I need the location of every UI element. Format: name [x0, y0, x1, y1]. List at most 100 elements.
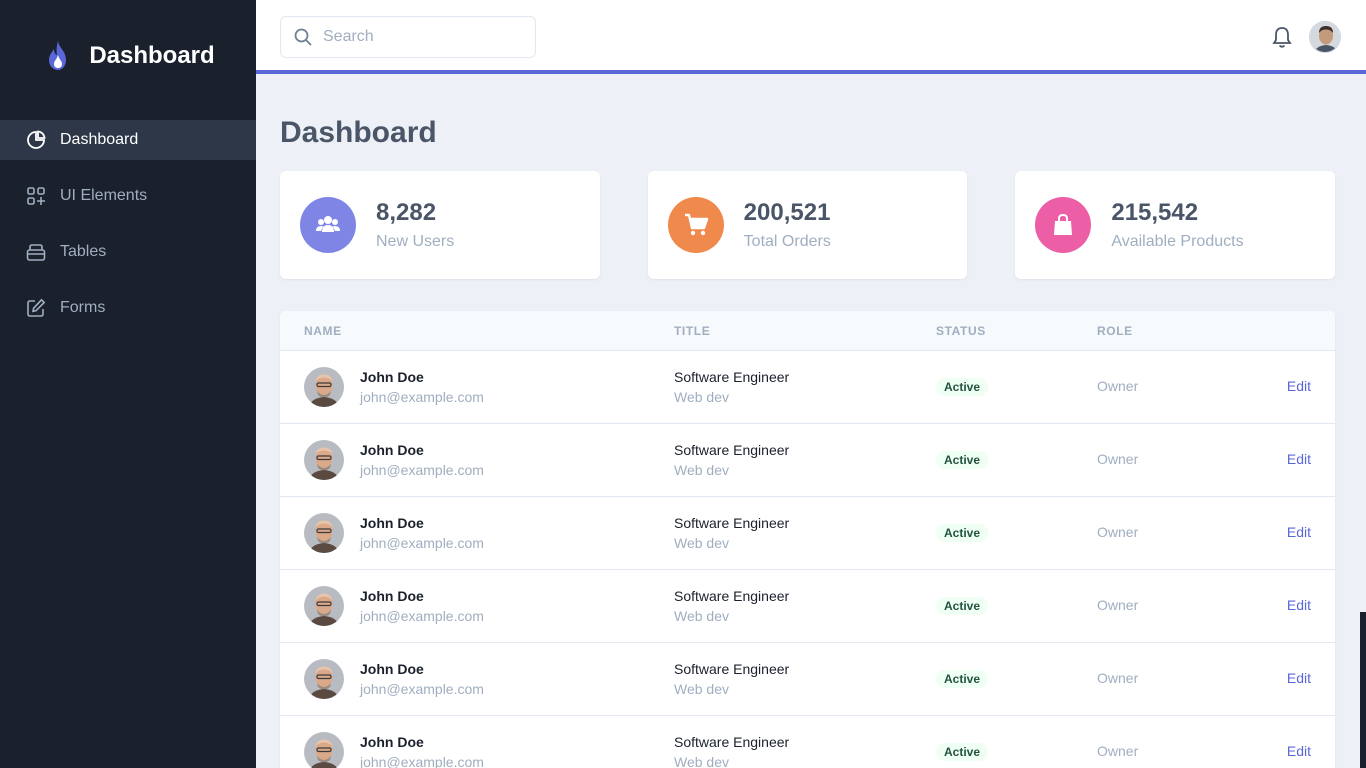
notification-bell-icon[interactable] — [1271, 25, 1293, 49]
name-cell: John Doe john@example.com — [304, 586, 484, 626]
scrollbar[interactable] — [1360, 612, 1366, 768]
flame-logo-icon — [49, 41, 67, 70]
title-cell: Software Engineer Web dev — [674, 734, 789, 768]
sidebar-item-ui-elements[interactable]: UI Elements — [0, 176, 256, 216]
sidebar-item-tables[interactable]: Tables — [0, 232, 256, 272]
sidebar-item-label: Forms — [60, 299, 106, 316]
stats-row: 8,282 New Users 200,521 Total Orders — [280, 171, 1336, 279]
edit-link[interactable]: Edit — [1286, 524, 1311, 540]
column-header-role: ROLE — [1097, 323, 1133, 338]
role-text: Owner — [1097, 743, 1139, 759]
table-row: John Doe john@example.com Software Engin… — [280, 497, 1335, 570]
stat-label: Available Products — [1111, 233, 1244, 250]
job-department: Web dev — [674, 681, 729, 697]
person-email: john@example.com — [360, 608, 484, 624]
action-cell: Edit — [1287, 597, 1311, 615]
top-header — [256, 0, 1366, 74]
role-cell: Owner — [1097, 378, 1138, 396]
pie-chart-icon — [27, 130, 46, 149]
name-cell: John Doe john@example.com — [304, 513, 484, 553]
person-name: John Doe — [360, 734, 424, 750]
person-email: john@example.com — [360, 462, 484, 478]
name-cell: John Doe john@example.com — [304, 367, 484, 407]
sidebar-item-dashboard[interactable]: Dashboard — [0, 120, 256, 160]
action-cell: Edit — [1287, 378, 1311, 396]
table-row: John Doe john@example.com Software Engin… — [280, 351, 1335, 424]
column-header-name: NAME — [304, 323, 342, 338]
job-title: Software Engineer — [674, 515, 790, 531]
role-text: Owner — [1097, 451, 1139, 467]
sidebar-item-forms[interactable]: Forms — [0, 288, 256, 328]
shopping-bag-icon — [1054, 213, 1073, 235]
status-cell: Active — [936, 524, 989, 542]
role-text: Owner — [1097, 524, 1139, 540]
person-name: John Doe — [360, 661, 424, 677]
stat-value: 200,521 — [743, 199, 831, 226]
person-photo-icon — [304, 659, 344, 699]
search-input[interactable] — [323, 28, 513, 46]
action-cell: Edit — [1287, 451, 1311, 469]
edit-link[interactable]: Edit — [1286, 670, 1311, 686]
edit-link[interactable]: Edit — [1286, 743, 1311, 759]
person-photo-icon — [304, 732, 344, 768]
page-title: Dashboard — [280, 116, 437, 149]
person-email: john@example.com — [360, 681, 484, 697]
title-cell: Software Engineer Web dev — [674, 442, 789, 478]
status-cell: Active — [936, 378, 989, 396]
job-department: Web dev — [674, 462, 729, 478]
job-title: Software Engineer — [674, 734, 790, 750]
avatar — [304, 367, 344, 407]
users-table: NAME TITLE STATUS ROLE John Doe john@exa… — [280, 311, 1335, 768]
role-text: Owner — [1097, 378, 1139, 394]
avatar — [304, 440, 344, 480]
person-email: john@example.com — [360, 535, 484, 551]
job-title: Software Engineer — [674, 442, 790, 458]
role-cell: Owner — [1097, 743, 1138, 761]
person-name: John Doe — [360, 369, 424, 385]
job-department: Web dev — [674, 608, 729, 624]
status-badge: Active — [936, 597, 989, 615]
avatar — [304, 513, 344, 553]
search-box[interactable] — [280, 16, 536, 58]
title-cell: Software Engineer Web dev — [674, 661, 789, 697]
person-photo-icon — [304, 367, 344, 407]
status-cell: Active — [936, 451, 989, 469]
table-row: John Doe john@example.com Software Engin… — [280, 570, 1335, 643]
person-photo-icon — [304, 440, 344, 480]
stat-icon-wrapper — [300, 197, 356, 253]
status-badge: Active — [936, 670, 989, 688]
job-title: Software Engineer — [674, 369, 790, 385]
sidebar-item-label: Tables — [60, 243, 107, 260]
stat-value: 8,282 — [376, 199, 437, 226]
users-icon — [316, 216, 340, 232]
person-name: John Doe — [360, 442, 424, 458]
sidebar-item-label: UI Elements — [60, 187, 148, 204]
table-row: John Doe john@example.com Software Engin… — [280, 424, 1335, 497]
stat-card-new-users: 8,282 New Users — [280, 171, 600, 279]
title-cell: Software Engineer Web dev — [674, 369, 789, 405]
name-cell: John Doe john@example.com — [304, 440, 484, 480]
sidebar-nav: Dashboard UI Elements Tables — [0, 120, 256, 328]
title-cell: Software Engineer Web dev — [674, 588, 789, 624]
edit-link[interactable]: Edit — [1286, 451, 1311, 467]
role-cell: Owner — [1097, 524, 1138, 542]
title-cell: Software Engineer Web dev — [674, 515, 789, 551]
table-row: John Doe john@example.com Software Engin… — [280, 716, 1335, 768]
user-avatar[interactable] — [1309, 21, 1341, 53]
edit-link[interactable]: Edit — [1286, 597, 1311, 613]
edit-link[interactable]: Edit — [1286, 378, 1311, 394]
stat-icon-wrapper — [667, 197, 724, 253]
sidebar-item-label: Dashboard — [60, 131, 139, 148]
action-cell: Edit — [1287, 670, 1311, 688]
role-cell: Owner — [1097, 451, 1138, 469]
job-title: Software Engineer — [674, 661, 790, 677]
avatar — [304, 732, 344, 768]
table-header: NAME TITLE STATUS ROLE — [280, 311, 1335, 351]
role-text: Owner — [1097, 597, 1139, 613]
stat-value: 215,542 — [1111, 199, 1199, 226]
stat-icon-wrapper — [1035, 197, 1092, 253]
job-title: Software Engineer — [674, 588, 790, 604]
person-photo-icon — [304, 586, 344, 626]
column-header-title: TITLE — [674, 323, 711, 338]
status-badge: Active — [936, 451, 989, 469]
